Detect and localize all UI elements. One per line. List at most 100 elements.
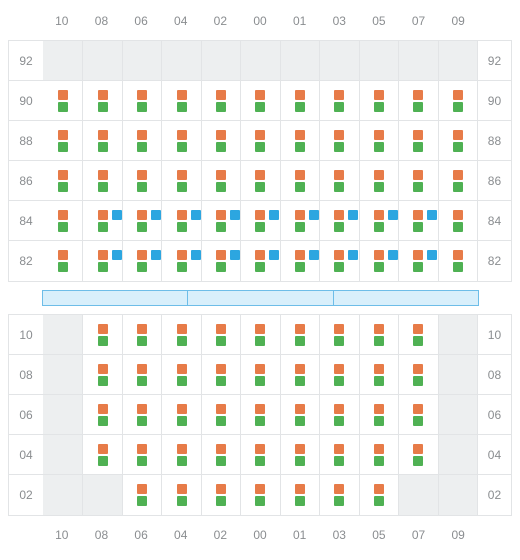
port-marker[interactable]	[172, 404, 192, 426]
port-marker[interactable]	[290, 484, 310, 506]
port-marker[interactable]	[408, 130, 428, 152]
port-marker[interactable]	[132, 130, 152, 152]
port-marker[interactable]	[329, 364, 349, 386]
port-marker[interactable]	[93, 210, 113, 232]
port-marker[interactable]	[329, 250, 349, 272]
port-marker[interactable]	[211, 324, 231, 346]
port-marker[interactable]	[448, 170, 468, 192]
port-marker[interactable]	[290, 364, 310, 386]
port-marker[interactable]	[369, 364, 389, 386]
port-marker[interactable]	[448, 90, 468, 112]
port-marker[interactable]	[369, 130, 389, 152]
port-marker[interactable]	[250, 484, 270, 506]
port-marker[interactable]	[329, 444, 349, 466]
port-marker[interactable]	[250, 130, 270, 152]
port-marker[interactable]	[93, 90, 113, 112]
port-marker[interactable]	[369, 444, 389, 466]
port-marker[interactable]	[329, 404, 349, 426]
port-marker[interactable]	[408, 170, 428, 192]
port-marker[interactable]	[250, 404, 270, 426]
port-marker[interactable]	[93, 324, 113, 346]
port-marker[interactable]	[53, 250, 73, 272]
grid-cell	[43, 121, 82, 160]
port-marker[interactable]	[250, 170, 270, 192]
port-marker[interactable]	[172, 484, 192, 506]
port-marker[interactable]	[290, 404, 310, 426]
port-marker[interactable]	[290, 90, 310, 112]
port-marker[interactable]	[290, 250, 310, 272]
port-marker[interactable]	[290, 130, 310, 152]
port-marker[interactable]	[172, 130, 192, 152]
port-marker[interactable]	[172, 170, 192, 192]
port-marker[interactable]	[132, 250, 152, 272]
port-marker[interactable]	[448, 130, 468, 152]
port-marker[interactable]	[93, 130, 113, 152]
port-marker[interactable]	[329, 170, 349, 192]
port-marker[interactable]	[250, 364, 270, 386]
port-marker[interactable]	[329, 130, 349, 152]
port-marker[interactable]	[211, 210, 231, 232]
port-marker[interactable]	[132, 90, 152, 112]
port-marker[interactable]	[132, 404, 152, 426]
port-marker[interactable]	[172, 364, 192, 386]
port-marker[interactable]	[132, 484, 152, 506]
port-marker[interactable]	[448, 250, 468, 272]
port-marker[interactable]	[250, 90, 270, 112]
port-marker[interactable]	[448, 210, 468, 232]
port-marker[interactable]	[329, 484, 349, 506]
port-marker[interactable]	[369, 404, 389, 426]
port-marker[interactable]	[211, 130, 231, 152]
port-marker[interactable]	[53, 90, 73, 112]
port-marker[interactable]	[211, 250, 231, 272]
port-marker[interactable]	[172, 250, 192, 272]
port-marker[interactable]	[369, 90, 389, 112]
port-marker[interactable]	[132, 170, 152, 192]
port-marker[interactable]	[211, 484, 231, 506]
port-marker[interactable]	[250, 324, 270, 346]
port-marker[interactable]	[211, 444, 231, 466]
port-marker[interactable]	[132, 444, 152, 466]
port-marker[interactable]	[172, 444, 192, 466]
port-marker[interactable]	[408, 444, 428, 466]
port-marker[interactable]	[93, 170, 113, 192]
port-marker[interactable]	[369, 170, 389, 192]
port-marker[interactable]	[172, 90, 192, 112]
port-marker[interactable]	[369, 250, 389, 272]
top-panel: 929290908888868684848282	[8, 40, 512, 282]
port-marker[interactable]	[93, 364, 113, 386]
port-marker[interactable]	[211, 404, 231, 426]
port-marker[interactable]	[369, 210, 389, 232]
port-marker[interactable]	[408, 250, 428, 272]
port-marker[interactable]	[53, 170, 73, 192]
port-marker[interactable]	[290, 170, 310, 192]
port-marker[interactable]	[290, 444, 310, 466]
port-marker[interactable]	[211, 90, 231, 112]
port-marker[interactable]	[53, 210, 73, 232]
port-marker[interactable]	[93, 404, 113, 426]
port-marker[interactable]	[290, 210, 310, 232]
port-marker[interactable]	[250, 210, 270, 232]
port-marker[interactable]	[53, 130, 73, 152]
port-marker[interactable]	[132, 210, 152, 232]
port-marker[interactable]	[172, 324, 192, 346]
port-marker[interactable]	[172, 210, 192, 232]
port-marker[interactable]	[250, 250, 270, 272]
port-marker[interactable]	[329, 90, 349, 112]
port-marker[interactable]	[211, 364, 231, 386]
port-marker[interactable]	[93, 250, 113, 272]
port-marker[interactable]	[329, 210, 349, 232]
port-marker[interactable]	[93, 444, 113, 466]
port-marker[interactable]	[369, 484, 389, 506]
port-marker[interactable]	[250, 444, 270, 466]
port-marker[interactable]	[408, 210, 428, 232]
port-marker[interactable]	[408, 90, 428, 112]
port-marker[interactable]	[132, 324, 152, 346]
port-marker[interactable]	[408, 324, 428, 346]
port-marker[interactable]	[408, 404, 428, 426]
port-marker[interactable]	[211, 170, 231, 192]
port-marker[interactable]	[369, 324, 389, 346]
port-marker[interactable]	[132, 364, 152, 386]
port-marker[interactable]	[408, 364, 428, 386]
port-marker[interactable]	[329, 324, 349, 346]
port-marker[interactable]	[290, 324, 310, 346]
